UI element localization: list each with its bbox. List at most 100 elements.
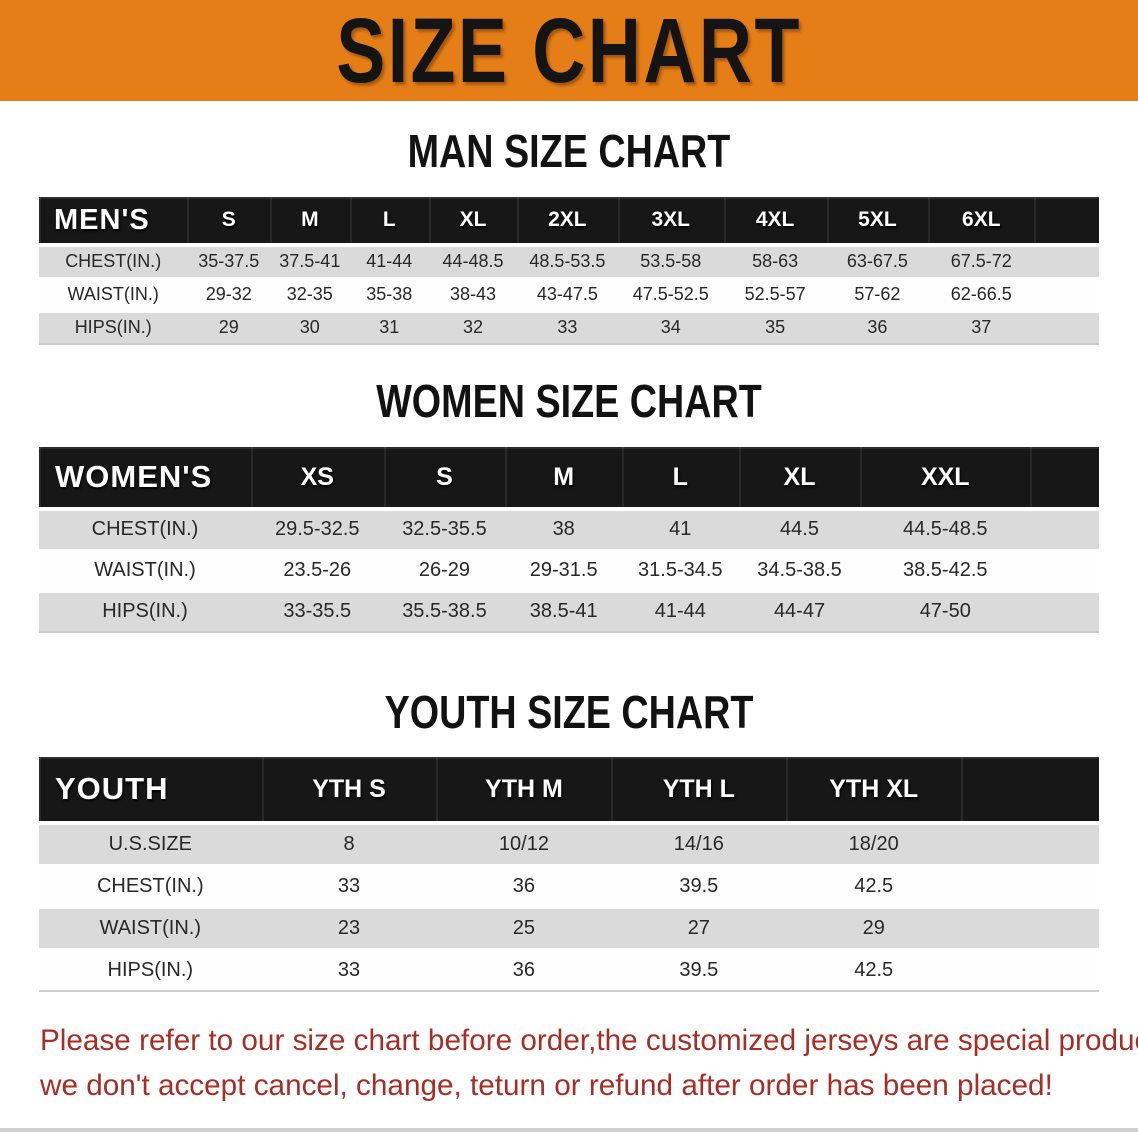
- value-cell: 29: [187, 311, 271, 345]
- value-cell: 53.5-58: [617, 243, 724, 280]
- value-cell: 44.5: [738, 507, 861, 552]
- youth-heading: YOUTH SIZE CHART: [384, 686, 754, 738]
- row-label-cell: WAIST(IN.): [39, 550, 251, 593]
- table-row: WAIST(IN.) 23.5-26 26-29 29-31.5 31.5-34.5 34…: [39, 550, 1099, 593]
- value-cell: 35-38: [349, 278, 430, 313]
- table-row: WAIST(IN.) 23 25 27 29: [39, 907, 1099, 951]
- value-cell: 23: [261, 907, 437, 951]
- value-cell: 41: [621, 507, 739, 552]
- column-header-cell: 3XL: [617, 197, 724, 245]
- column-header-cell: YTH M: [436, 757, 612, 823]
- value-cell: 48.5-53.5: [517, 243, 618, 280]
- row-label-cell: HIPS(IN.): [39, 591, 251, 633]
- women-size-table: WOMEN'S XS S M L XL XXL CHEST(IN.) 29.5-32.5 32.5…: [39, 447, 1099, 633]
- notice-line-1: Please refer to our size chart before or…: [40, 1024, 1138, 1057]
- spacer-cell: [1030, 550, 1099, 593]
- value-cell: 44-48.5: [429, 243, 518, 280]
- value-cell: 32.5-35.5: [383, 507, 506, 552]
- section-men: MAN SIZE CHART MEN'S S M L XL 2XL 3XL 4XL 5XL 6XL…: [0, 126, 1138, 345]
- spacer-cell: [1034, 278, 1099, 313]
- spacer-cell: [1034, 311, 1099, 345]
- value-cell: 44.5-48.5: [860, 507, 1031, 552]
- column-header-cell: YTH L: [611, 757, 787, 823]
- men-heading: MAN SIZE CHART: [407, 125, 731, 177]
- spacer-cell: [961, 757, 1099, 823]
- column-header-cell: S: [187, 197, 271, 245]
- header-row: YOUTH YTH S YTH M YTH L YTH XL: [39, 757, 1099, 823]
- value-cell: 29: [786, 907, 962, 951]
- value-cell: 36: [436, 949, 612, 992]
- value-cell: 29.5-32.5: [251, 507, 384, 552]
- footer-notice: Please refer to our size chart before or…: [40, 1018, 1138, 1108]
- value-cell: 35-37.5: [187, 243, 271, 280]
- value-cell: 38.5-41: [505, 591, 622, 633]
- value-cell: 42.5: [786, 865, 962, 909]
- value-cell: 36: [436, 865, 612, 909]
- section-youth: YOUTH SIZE CHART YOUTH YTH S YTH M YTH L YTH…: [0, 687, 1138, 992]
- value-cell: 36: [826, 311, 929, 345]
- column-header-cell: M: [505, 447, 622, 509]
- value-cell: 31.5-34.5: [621, 550, 739, 593]
- value-cell: 35.5-38.5: [383, 591, 506, 633]
- section-women: WOMEN SIZE CHART WOMEN'S XS S M L XL XXL CHEST(…: [0, 376, 1138, 633]
- value-cell: 14/16: [611, 821, 787, 867]
- table-row: CHEST(IN.) 33 36 39.5 42.5: [39, 865, 1099, 909]
- bottom-divider: [0, 1128, 1138, 1132]
- value-cell: 38: [505, 507, 622, 552]
- row-label-cell: HIPS(IN.): [39, 949, 262, 992]
- row-label-cell: CHEST(IN.): [39, 507, 251, 552]
- spacer-cell: [1034, 197, 1099, 245]
- column-header-cell: L: [621, 447, 739, 509]
- value-cell: 47-50: [860, 591, 1031, 633]
- value-cell: 10/12: [436, 821, 612, 867]
- value-cell: 41-44: [621, 591, 739, 633]
- column-header-cell: S: [383, 447, 506, 509]
- value-cell: 44-47: [738, 591, 861, 633]
- table-title-cell: MEN'S: [39, 197, 188, 245]
- spacer-cell: [1030, 591, 1099, 633]
- spacer-cell: [961, 821, 1099, 867]
- spacer-cell: [961, 865, 1099, 909]
- column-header-cell: XL: [738, 447, 861, 509]
- column-header-cell: XXL: [860, 447, 1031, 509]
- value-cell: 25: [436, 907, 612, 951]
- table-row: HIPS(IN.) 33-35.5 35.5-38.5 38.5-41 41-44 44-…: [39, 591, 1099, 633]
- value-cell: 33: [261, 865, 437, 909]
- table-row: CHEST(IN.) 35-37.5 37.5-41 41-44 44-48.5 48.5…: [39, 243, 1099, 280]
- row-label-cell: U.S.SIZE: [39, 821, 262, 867]
- value-cell: 27: [611, 907, 787, 951]
- value-cell: 34.5-38.5: [738, 550, 861, 593]
- value-cell: 41-44: [349, 243, 430, 280]
- value-cell: 8: [261, 821, 437, 867]
- spacer-cell: [1034, 243, 1099, 280]
- spacer-cell: [961, 949, 1099, 992]
- value-cell: 37.5-41: [270, 243, 350, 280]
- row-label-cell: WAIST(IN.): [39, 907, 262, 951]
- women-heading: WOMEN SIZE CHART: [376, 375, 762, 427]
- value-cell: 52.5-57: [723, 278, 827, 313]
- column-header-cell: XL: [429, 197, 518, 245]
- value-cell: 47.5-52.5: [617, 278, 724, 313]
- column-header-cell: XS: [251, 447, 384, 509]
- value-cell: 35: [723, 311, 827, 345]
- value-cell: 18/20: [786, 821, 962, 867]
- table-title-cell: WOMEN'S: [39, 447, 251, 509]
- spacer-cell: [1030, 447, 1099, 509]
- row-label-cell: CHEST(IN.): [39, 243, 188, 280]
- value-cell: 31: [349, 311, 430, 345]
- column-header-cell: 5XL: [826, 197, 929, 245]
- value-cell: 39.5: [611, 949, 787, 992]
- value-cell: 39.5: [611, 865, 787, 909]
- value-cell: 58-63: [723, 243, 827, 280]
- column-header-cell: YTH S: [261, 757, 437, 823]
- column-header-cell: 2XL: [517, 197, 618, 245]
- spacer-cell: [961, 907, 1099, 951]
- banner: SIZE CHART: [0, 0, 1138, 101]
- value-cell: 43-47.5: [517, 278, 618, 313]
- column-header-cell: YTH XL: [786, 757, 962, 823]
- value-cell: 29-31.5: [505, 550, 622, 593]
- men-size-table: MEN'S S M L XL 2XL 3XL 4XL 5XL 6XL CHEST(IN.) 35-37…: [39, 197, 1099, 345]
- value-cell: 29-32: [187, 278, 271, 313]
- value-cell: 33: [517, 311, 618, 345]
- value-cell: 30: [270, 311, 350, 345]
